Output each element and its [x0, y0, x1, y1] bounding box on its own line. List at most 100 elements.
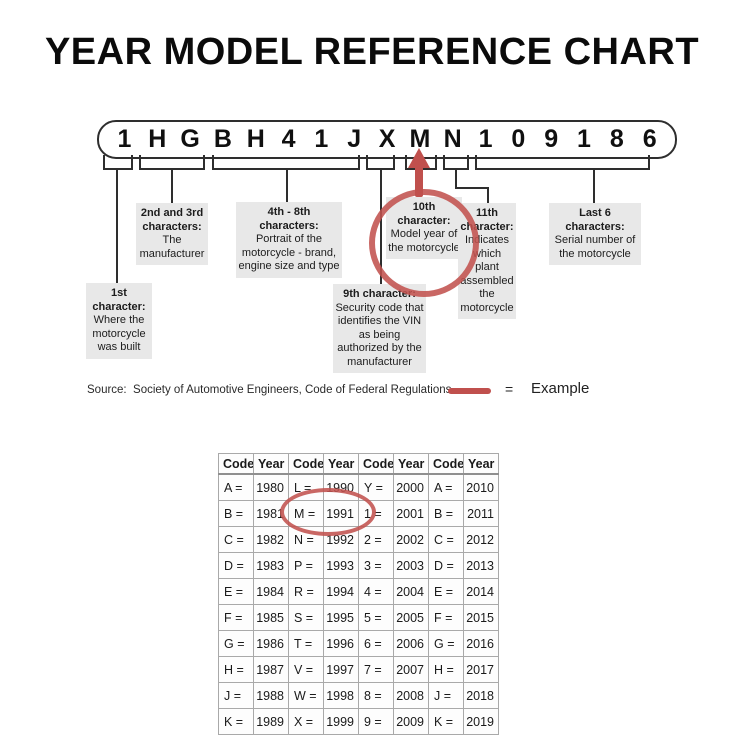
table-row: G = 1986 T = 1996 6 = 2006 G = 2016	[218, 630, 499, 657]
code-cell: E =	[218, 578, 254, 605]
vin-character: 1	[478, 125, 493, 153]
year-cell: 2019	[463, 708, 499, 735]
code-cell: S =	[288, 604, 324, 631]
code-cell: 9 =	[358, 708, 394, 735]
year-cell: 2005	[393, 604, 429, 631]
code-cell: 7 =	[358, 656, 394, 683]
connector-2nd-3rd-chars	[171, 169, 173, 203]
bracket-9th-char	[366, 155, 395, 170]
year-cell: 2017	[463, 656, 499, 683]
vin-character: X	[378, 125, 396, 153]
connector-4th-8th-chars	[286, 169, 288, 202]
year-cell: 2007	[393, 656, 429, 683]
equals-sign: =	[505, 381, 514, 397]
vin-character: 0	[511, 125, 526, 153]
year-cell: 2013	[463, 552, 499, 579]
vin-character: G	[180, 125, 200, 153]
example-arrow-icon	[408, 148, 430, 168]
code-cell: F =	[428, 604, 464, 631]
callout-body: Where the motorcycle was built	[92, 314, 146, 353]
year-cell: 2011	[463, 500, 499, 527]
year-cell: 2000	[393, 473, 429, 501]
example-line-icon	[448, 388, 491, 394]
code-cell: R =	[288, 578, 324, 605]
table-row: K = 1989 X = 1999 9 = 2009 K = 2019	[218, 708, 499, 735]
vin-character: 6	[642, 125, 657, 153]
connector-11th-char	[455, 187, 489, 189]
code-cell: 3 =	[358, 552, 394, 579]
code-cell: E =	[428, 578, 464, 605]
code-cell: W =	[288, 682, 324, 709]
callout-heading: 2nd and 3rd characters:	[140, 207, 204, 233]
year-cell: 2004	[393, 578, 429, 605]
vin-character: 1	[314, 125, 329, 153]
code-cell: G =	[428, 630, 464, 657]
vin-character: H	[246, 125, 265, 153]
callout-body: Serial number of the motorcycle	[554, 234, 636, 260]
code-cell: H =	[428, 656, 464, 683]
year-cell: 2009	[393, 708, 429, 735]
year-cell: 1995	[323, 604, 359, 631]
table-header-row: Code Year Code Year Code Year Code Year	[218, 453, 499, 475]
callout-heading: 1st character:	[92, 287, 146, 313]
column-header: Year	[323, 453, 359, 475]
code-cell: 8 =	[358, 682, 394, 709]
table-row: J = 1988 W = 1998 8 = 2008 J = 2018	[218, 682, 499, 709]
vin-character: N	[443, 125, 462, 153]
code-cell: T =	[288, 630, 324, 657]
year-cell: 1994	[323, 578, 359, 605]
year-cell: 2010	[463, 473, 499, 501]
year-cell: 1985	[253, 604, 289, 631]
year-cell: 1997	[323, 656, 359, 683]
year-cell: 2014	[463, 578, 499, 605]
year-cell: 1996	[323, 630, 359, 657]
year-cell: 2016	[463, 630, 499, 657]
code-cell: 5 =	[358, 604, 394, 631]
year-cell: 2008	[393, 682, 429, 709]
example-arrow-icon	[415, 166, 423, 197]
code-cell: D =	[218, 552, 254, 579]
column-header: Year	[463, 453, 499, 475]
column-header: Year	[393, 453, 429, 475]
code-cell: K =	[218, 708, 254, 735]
table-row: H = 1987 V = 1997 7 = 2007 H = 2017	[218, 656, 499, 683]
bracket-last-6-chars	[475, 155, 650, 170]
year-cell: 2002	[393, 526, 429, 553]
column-header: Code	[428, 453, 464, 475]
callout-4th-8th-characters: 4th - 8th characters: Portrait of the mo…	[236, 202, 342, 278]
code-cell: 2 =	[358, 526, 394, 553]
callout-1st-character: 1st character: Where the motorcycle was …	[86, 283, 152, 359]
code-cell: C =	[218, 526, 254, 553]
code-cell: P =	[288, 552, 324, 579]
code-cell: A =	[428, 473, 464, 501]
year-cell: 1980	[253, 473, 289, 501]
column-header: Code	[358, 453, 394, 475]
bracket-4th-8th-chars	[212, 155, 360, 170]
code-cell: G =	[218, 630, 254, 657]
code-cell: J =	[428, 682, 464, 709]
vin-character: 4	[281, 125, 296, 153]
table-row: F = 1985 S = 1995 5 = 2005 F = 2015	[218, 604, 499, 631]
year-cell: 2003	[393, 552, 429, 579]
code-cell: D =	[428, 552, 464, 579]
connector-last-6-chars	[593, 169, 595, 203]
table-row: Code Year Code Year Code Year Code Year	[218, 453, 499, 475]
table-row: D = 1983 P = 1993 3 = 2003 D = 2013	[218, 552, 499, 579]
code-cell: H =	[218, 656, 254, 683]
vin-character: 1	[577, 125, 591, 153]
code-cell: 6 =	[358, 630, 394, 657]
bracket-1st-char	[103, 155, 133, 170]
callout-9th-character: 9th character: Security code that identi…	[333, 284, 426, 373]
vin-character: 8	[609, 125, 624, 153]
column-header: Year	[253, 453, 289, 475]
vin-character: J	[347, 125, 362, 153]
vin-character: 1	[117, 125, 132, 153]
connector-1st-char	[116, 169, 118, 283]
callout-2nd-3rd-characters: 2nd and 3rd characters: The manufacturer	[136, 203, 208, 265]
vin-character: M	[409, 125, 431, 153]
example-circle-icon	[280, 488, 376, 536]
callout-heading: 9th character:	[343, 288, 416, 300]
page-title: YEAR MODEL REFERENCE CHART	[44, 31, 700, 73]
bracket-11th-char	[443, 155, 469, 170]
